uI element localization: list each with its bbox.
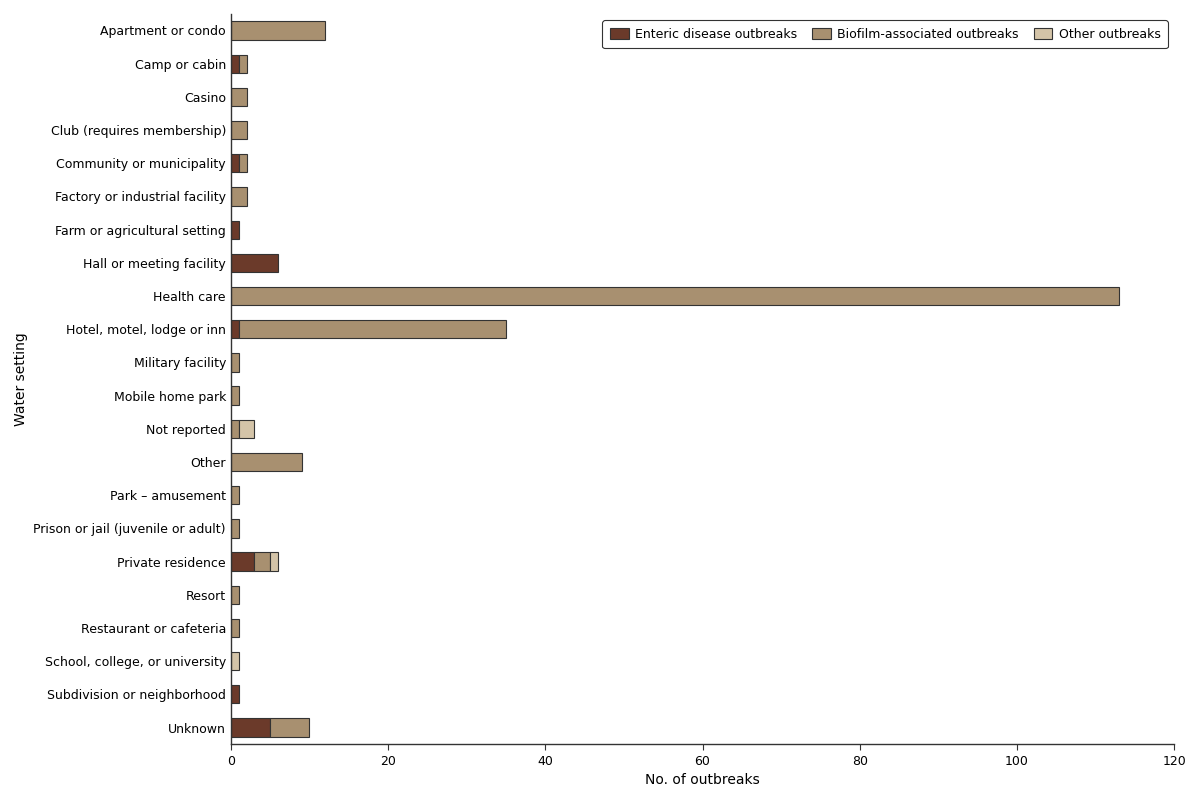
Bar xyxy=(239,154,246,172)
Bar xyxy=(230,187,246,206)
Bar xyxy=(239,54,246,73)
Bar xyxy=(230,220,239,239)
Bar xyxy=(230,154,239,172)
Y-axis label: Water setting: Water setting xyxy=(14,332,28,426)
Bar xyxy=(230,22,325,39)
Bar xyxy=(230,453,301,471)
Bar xyxy=(230,121,246,139)
Bar xyxy=(230,652,239,670)
Bar xyxy=(270,718,310,737)
Bar xyxy=(230,54,239,73)
Bar xyxy=(230,88,246,106)
Bar xyxy=(230,619,239,637)
Bar xyxy=(230,353,239,372)
X-axis label: No. of outbreaks: No. of outbreaks xyxy=(646,773,760,787)
Bar xyxy=(230,320,239,338)
Bar xyxy=(230,486,239,505)
Bar xyxy=(230,553,254,570)
Legend: Enteric disease outbreaks, Biofilm-associated outbreaks, Other outbreaks: Enteric disease outbreaks, Biofilm-assoc… xyxy=(602,20,1168,48)
Bar xyxy=(230,718,270,737)
Bar xyxy=(254,553,270,570)
Bar xyxy=(230,254,278,272)
Bar xyxy=(230,420,239,438)
Bar xyxy=(239,320,506,338)
Bar xyxy=(270,553,278,570)
Bar xyxy=(230,685,239,703)
Bar xyxy=(239,420,254,438)
Bar xyxy=(230,386,239,405)
Bar xyxy=(230,519,239,537)
Bar xyxy=(230,586,239,604)
Bar xyxy=(230,287,1120,305)
